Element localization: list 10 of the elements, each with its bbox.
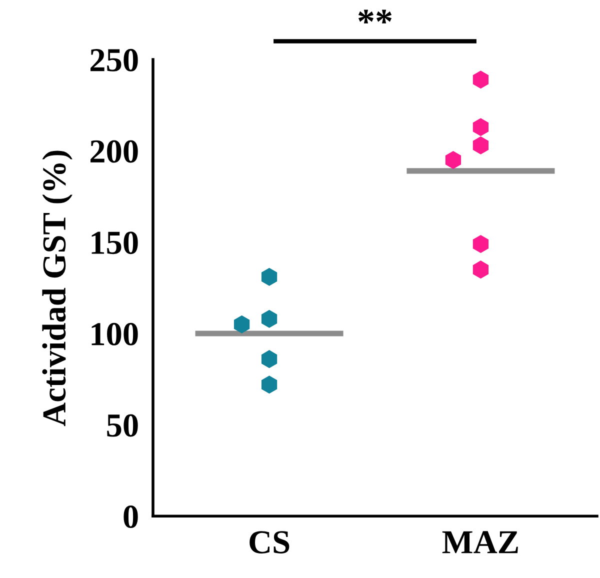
x-tick-label: MAZ — [442, 531, 518, 554]
text: ** — [358, 10, 392, 24]
y-tick-label: 0 — [124, 506, 138, 528]
y-tick-label: 150 — [92, 232, 138, 254]
y-axis-title: Actividad GST (%) — [42, 150, 72, 426]
y-tick-label: 250 — [90, 48, 138, 72]
y-tick-label: 200 — [90, 140, 138, 163]
y-tick-label: 50 — [107, 414, 138, 437]
y-tick-label: 100 — [92, 322, 138, 346]
x-tick-label: CS — [250, 531, 290, 554]
